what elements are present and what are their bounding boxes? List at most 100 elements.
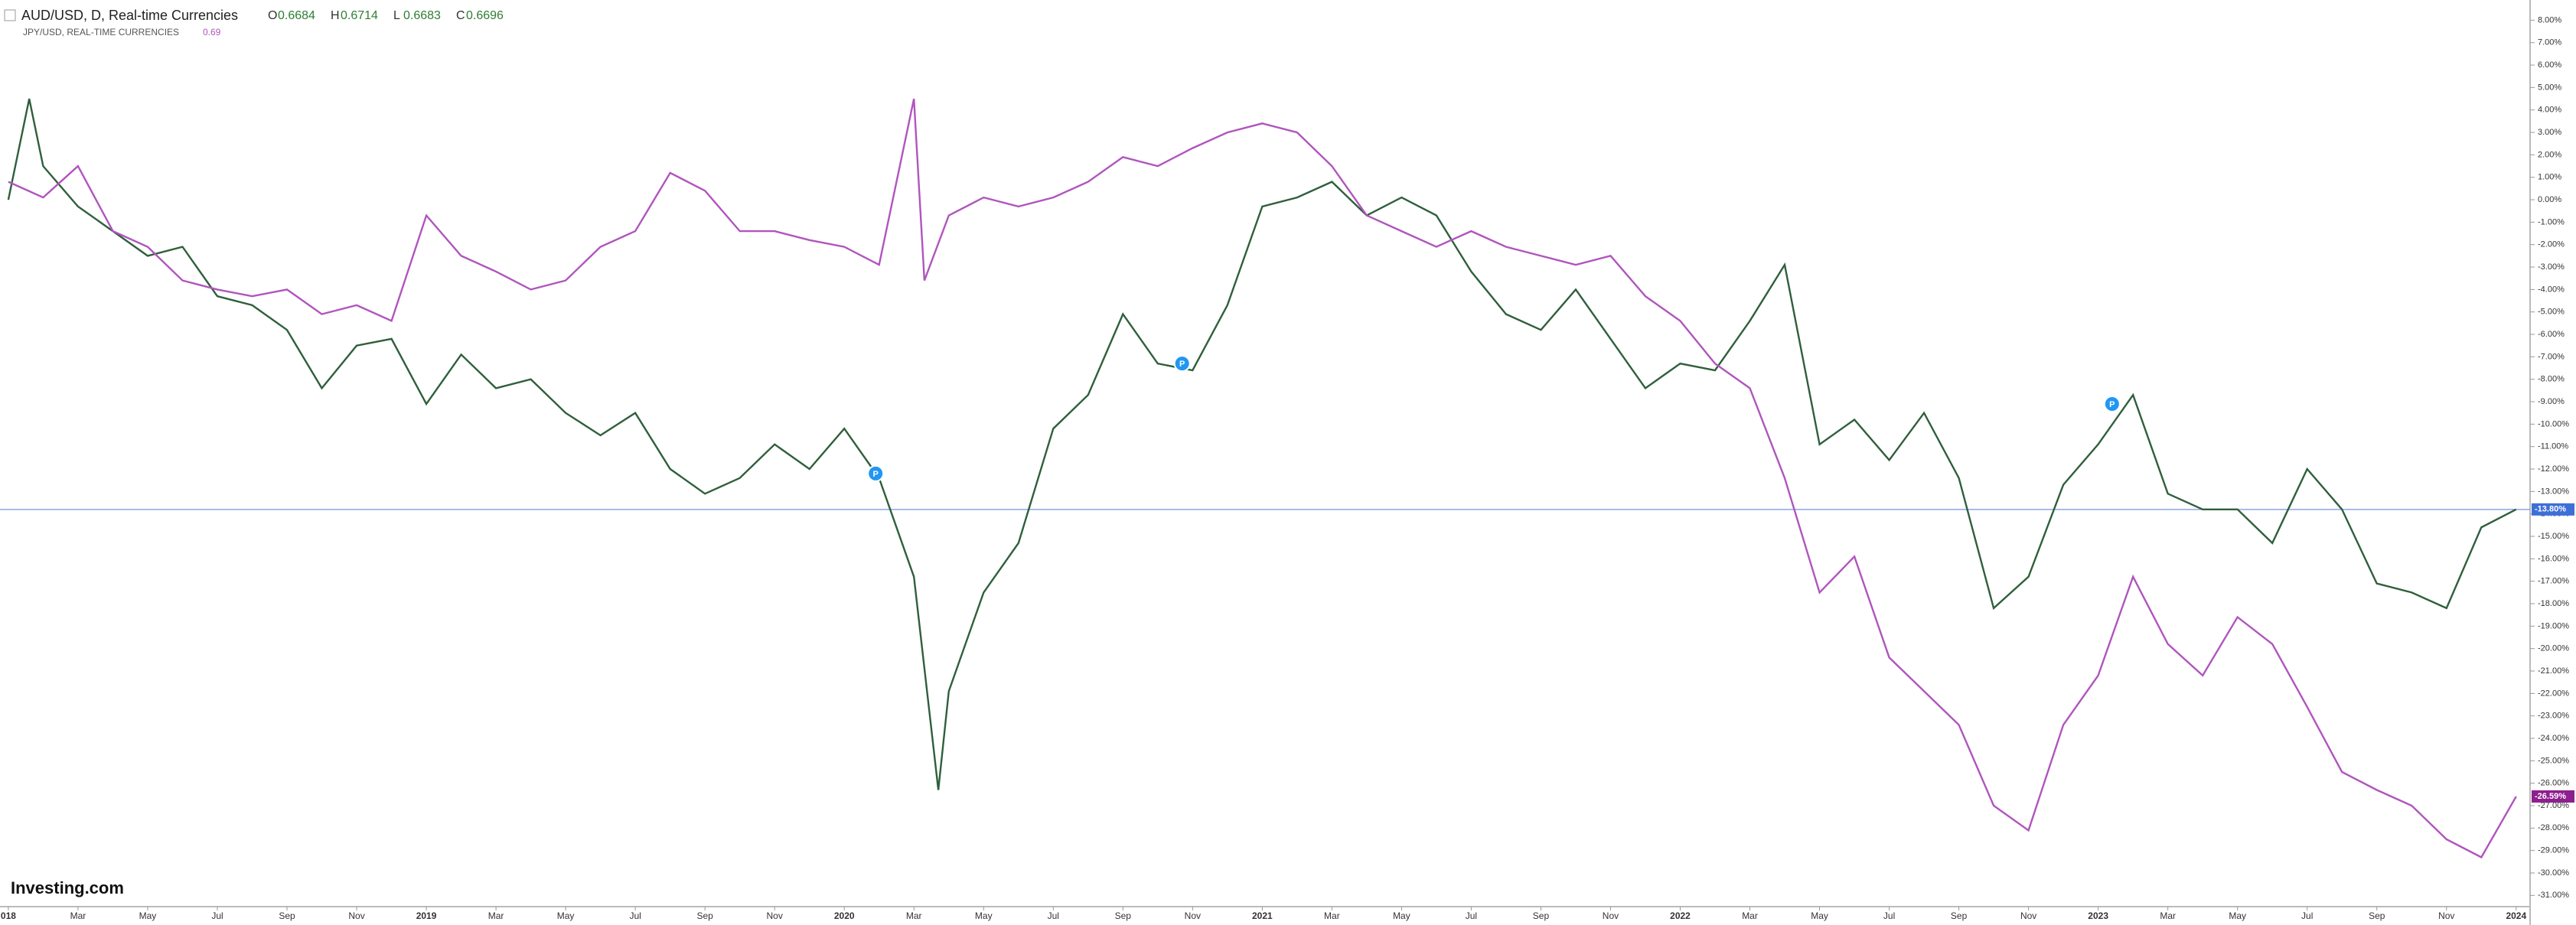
x-tick-label: Nov xyxy=(2438,910,2454,921)
y-tick-label: 4.00% xyxy=(2538,106,2561,115)
ohlc-value: 0.6684 xyxy=(278,9,315,22)
y-tick-label: -5.00% xyxy=(2538,308,2565,317)
chart-title: AUD/USD, D, Real-time Currencies xyxy=(21,8,238,23)
y-tick-label: -27.00% xyxy=(2538,801,2569,810)
x-tick-label: 2024 xyxy=(2506,910,2526,921)
series-line xyxy=(8,98,2517,859)
y-tick-label: -31.00% xyxy=(2538,891,2569,900)
y-tick-label: -25.00% xyxy=(2538,756,2569,765)
y-tick-label: -24.00% xyxy=(2538,734,2569,743)
x-tick-label: Sep xyxy=(1951,910,1968,921)
event-marker xyxy=(1173,355,1191,373)
y-tick-label: -28.00% xyxy=(2538,823,2569,832)
y-tick-label: -12.00% xyxy=(2538,464,2569,474)
x-tick-label: Mar xyxy=(1324,910,1340,921)
y-tick-label: 1.00% xyxy=(2538,173,2561,182)
x-tick-label: Mar xyxy=(1742,910,1758,921)
x-tick-label: Nov xyxy=(1603,910,1619,921)
y-tick-label: -13.00% xyxy=(2538,487,2569,496)
x-tick-label: May xyxy=(139,910,157,921)
collapse-icon[interactable] xyxy=(4,9,16,21)
y-tick-label: -23.00% xyxy=(2538,712,2569,721)
x-tick-label: 2019 xyxy=(416,910,437,921)
y-tick-label: 7.00% xyxy=(2538,38,2561,47)
x-tick-label: Nov xyxy=(767,910,783,921)
x-tick-label: Mar xyxy=(2160,910,2176,921)
y-tick-label: -7.00% xyxy=(2538,352,2565,361)
y-tick-label: -21.00% xyxy=(2538,666,2569,676)
y-tick-label: -8.00% xyxy=(2538,375,2565,384)
y-tick-label: -22.00% xyxy=(2538,689,2569,698)
y-tick-label: -2.00% xyxy=(2538,240,2565,249)
ohlc: O 0.6684 H 0.6714 L 0.6683 C 0.6696 xyxy=(268,9,504,22)
x-tick-label: Sep xyxy=(1533,910,1550,921)
x-tick-label: Jul xyxy=(629,910,641,921)
last-value-box xyxy=(2532,790,2574,803)
x-tick-label: Sep xyxy=(1115,910,1132,921)
y-tick-label: -17.00% xyxy=(2538,577,2569,586)
x-tick-label: May xyxy=(975,910,993,921)
ohlc-value: 0.6683 xyxy=(403,9,441,22)
x-tick-label: Jul xyxy=(1466,910,1477,921)
event-marker-label: P xyxy=(2109,400,2115,409)
x-tick-label: Nov xyxy=(2020,910,2036,921)
x-tick-label: Mar xyxy=(488,910,504,921)
y-tick-label: 3.00% xyxy=(2538,128,2561,137)
x-tick-label: May xyxy=(1393,910,1410,921)
x-tick-label: Jul xyxy=(1048,910,1059,921)
y-tick-label: 6.00% xyxy=(2538,60,2561,70)
y-tick-label: -18.00% xyxy=(2538,599,2569,608)
last-value-label: -13.80% xyxy=(2535,505,2566,514)
x-tick-label: Sep xyxy=(696,910,713,921)
y-tick-label: -3.00% xyxy=(2538,262,2565,272)
x-tick-label: Jul xyxy=(1883,910,1895,921)
y-tick-label: 8.00% xyxy=(2538,15,2561,24)
series-line xyxy=(7,98,2517,790)
y-tick-label: -20.00% xyxy=(2538,644,2569,653)
x-tick-label: May xyxy=(1811,910,1828,921)
y-tick-label: -19.00% xyxy=(2538,621,2569,630)
x-tick-label: Nov xyxy=(1185,910,1201,921)
compare-value: 0.69 xyxy=(203,27,221,37)
y-tick-label: -30.00% xyxy=(2538,868,2569,878)
x-tick-label: 2022 xyxy=(1670,910,1691,921)
y-tick-label: 0.00% xyxy=(2538,195,2561,204)
y-tick-label: -9.00% xyxy=(2538,397,2565,406)
ohlc-label: O xyxy=(268,9,277,22)
event-marker-label: P xyxy=(1179,360,1185,369)
y-tick-label: -10.00% xyxy=(2538,419,2569,428)
y-tick-label: -4.00% xyxy=(2538,285,2565,294)
ohlc-label: C xyxy=(456,9,465,22)
ohlc-value: 0.6696 xyxy=(466,9,504,22)
y-tick-label: 5.00% xyxy=(2538,83,2561,92)
y-tick-label: -11.00% xyxy=(2538,442,2568,451)
compare-title: JPY/USD, REAL-TIME CURRENCIES xyxy=(23,27,179,37)
x-tick-label: 2020 xyxy=(834,910,855,921)
x-tick-label: 2021 xyxy=(1252,910,1273,921)
y-tick-label: 2.00% xyxy=(2538,150,2561,159)
y-tick-label: -1.00% xyxy=(2538,217,2565,226)
last-value-label: -26.59% xyxy=(2535,792,2566,801)
ohlc-label: L xyxy=(393,9,400,22)
y-tick-label: -29.00% xyxy=(2538,846,2569,855)
x-tick-label: May xyxy=(557,910,575,921)
y-tick-label: -6.00% xyxy=(2538,330,2565,339)
event-marker-label: P xyxy=(873,470,879,479)
ohlc-value: 0.6714 xyxy=(341,9,378,22)
logo: Investing.com xyxy=(11,878,124,897)
x-tick-label: Mar xyxy=(70,910,86,921)
x-tick-label: Jul xyxy=(211,910,223,921)
event-marker xyxy=(2103,395,2121,412)
x-tick-label: Sep xyxy=(279,910,295,921)
x-tick-label: 2023 xyxy=(2088,910,2108,921)
y-tick-label: -15.00% xyxy=(2538,532,2569,541)
x-tick-label: Jul xyxy=(2301,910,2313,921)
ohlc-label: H xyxy=(331,9,340,22)
x-tick-label: Mar xyxy=(906,910,922,921)
x-tick-label: Nov xyxy=(348,910,364,921)
y-tick-label: -16.00% xyxy=(2538,554,2569,563)
x-tick-label: Sep xyxy=(2369,910,2385,921)
x-tick-label: 018 xyxy=(1,910,16,921)
